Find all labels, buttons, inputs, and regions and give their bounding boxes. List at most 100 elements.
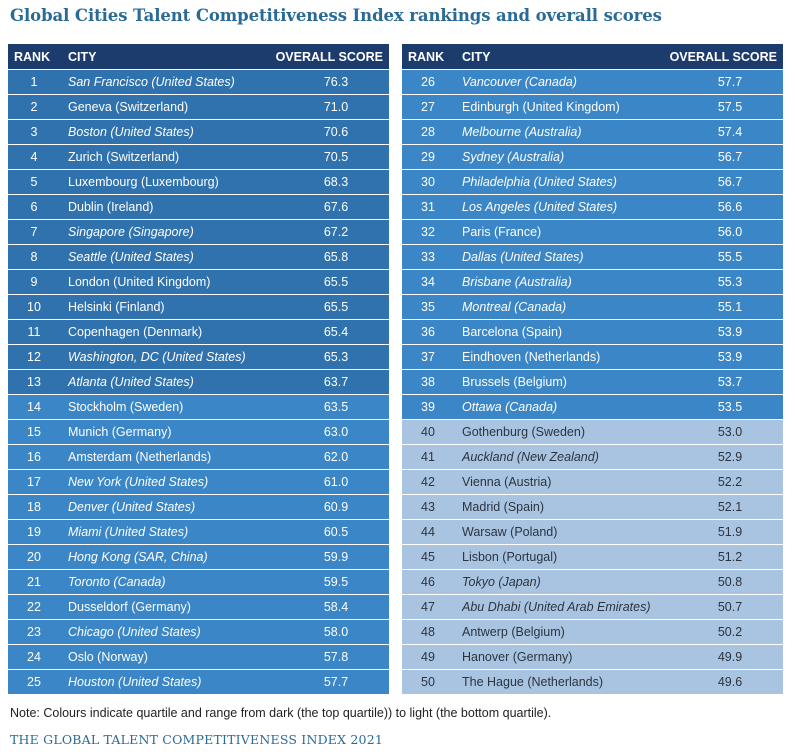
score-cell: 53.0 xyxy=(717,425,743,439)
city-cell: Vancouver (Canada) xyxy=(462,75,577,89)
rank-cell: 3 xyxy=(30,125,38,139)
rank-cell: 6 xyxy=(30,200,38,214)
table-row: 13 Atlanta (United States) 63.7 xyxy=(8,370,389,394)
city-cell: Atlanta (United States) xyxy=(68,375,194,389)
score-cell: 51.9 xyxy=(717,525,743,539)
table-row: 26 Vancouver (Canada) 57.7 xyxy=(402,70,783,94)
score-cell: 63.5 xyxy=(323,400,349,414)
rank-cell: 29 xyxy=(421,150,435,164)
score-cell: 76.3 xyxy=(323,75,349,89)
rank-cell: 41 xyxy=(421,450,435,464)
city-cell: London (United Kingdom) xyxy=(68,275,211,289)
city-cell: Lisbon (Portugal) xyxy=(462,550,558,564)
page-title: Global Cities Talent Competitiveness Ind… xyxy=(10,6,662,25)
score-cell: 68.3 xyxy=(323,175,349,189)
table-row: 43 Madrid (Spain) 52.1 xyxy=(402,495,783,519)
rank-cell: 17 xyxy=(27,475,41,489)
rankings-table-right: RANK CITY OVERALL SCORE 26 Vancouver (Can… xyxy=(402,44,783,694)
rank-cell: 32 xyxy=(421,225,435,239)
table-row: 35 Montreal (Canada) 55.1 xyxy=(402,295,783,319)
city-cell: Dusseldorf (Germany) xyxy=(68,600,191,614)
city-cell: Dublin (Ireland) xyxy=(68,200,154,214)
rank-cell: 50 xyxy=(421,675,435,689)
city-cell: Singapore (Singapore) xyxy=(68,225,194,239)
rank-cell: 33 xyxy=(421,250,435,264)
table-body: 26 Vancouver (Canada) 57.7 27 Edinburgh (Uni… xyxy=(402,70,783,694)
table-row: 33 Dallas (United States) 55.5 xyxy=(402,245,783,269)
score-cell: 56.7 xyxy=(717,150,743,164)
table-row: 22 Dusseldorf (Germany) 58.4 xyxy=(8,595,389,619)
score-cell: 57.5 xyxy=(717,100,743,114)
city-cell: Melbourne (Australia) xyxy=(462,125,582,139)
table-row: 2 Geneva (Switzerland) 71.0 xyxy=(8,95,389,119)
city-cell: Munich (Germany) xyxy=(68,425,172,439)
score-cell: 55.3 xyxy=(717,275,743,289)
score-column-header: OVERALL SCORE xyxy=(669,49,777,64)
score-cell: 57.4 xyxy=(717,125,743,139)
city-cell: Warsaw (Poland) xyxy=(462,525,558,539)
table-header: RANK CITY OVERALL SCORE xyxy=(402,44,783,69)
city-cell: Seattle (United States) xyxy=(68,250,194,264)
rank-cell: 35 xyxy=(421,300,435,314)
table-row: 21 Toronto (Canada) 59.5 xyxy=(8,570,389,594)
city-cell: Barcelona (Spain) xyxy=(462,325,563,339)
city-cell: Vienna (Austria) xyxy=(462,475,552,489)
table-row: 48 Antwerp (Belgium) 50.2 xyxy=(402,620,783,644)
score-cell: 50.8 xyxy=(717,575,743,589)
table-row: 3 Boston (United States) 70.6 xyxy=(8,120,389,144)
rank-cell: 22 xyxy=(27,600,41,614)
city-cell: Antwerp (Belgium) xyxy=(462,625,565,639)
table-row: 50 The Hague (Netherlands) 49.6 xyxy=(402,670,783,694)
table-row: 47 Abu Dhabi (United Arab Emirates) 50.7 xyxy=(402,595,783,619)
rank-cell: 21 xyxy=(27,575,41,589)
city-cell: The Hague (Netherlands) xyxy=(462,675,604,689)
rank-cell: 43 xyxy=(421,500,435,514)
city-cell: Geneva (Switzerland) xyxy=(68,100,189,114)
rank-cell: 15 xyxy=(27,425,41,439)
city-cell: Brisbane (Australia) xyxy=(462,275,572,289)
table-row: 34 Brisbane (Australia) 55.3 xyxy=(402,270,783,294)
table-row: 8 Seattle (United States) 65.8 xyxy=(8,245,389,269)
rank-cell: 12 xyxy=(27,350,41,364)
score-cell: 53.9 xyxy=(717,350,743,364)
city-cell: Eindhoven (Netherlands) xyxy=(462,350,601,364)
score-cell: 65.8 xyxy=(323,250,349,264)
table-row: 44 Warsaw (Poland) 51.9 xyxy=(402,520,783,544)
score-cell: 61.0 xyxy=(323,475,349,489)
city-cell: Chicago (United States) xyxy=(68,625,201,639)
city-cell: Montreal (Canada) xyxy=(462,300,567,314)
score-cell: 52.1 xyxy=(717,500,743,514)
rank-cell: 11 xyxy=(27,325,41,339)
city-cell: Denver (United States) xyxy=(68,500,196,514)
score-cell: 59.5 xyxy=(323,575,349,589)
table-header: RANK CITY OVERALL SCORE xyxy=(8,44,389,69)
table-row: 17 New York (United States) 61.0 xyxy=(8,470,389,494)
city-cell: Miami (United States) xyxy=(68,525,189,539)
city-cell: Boston (United States) xyxy=(68,125,194,139)
score-cell: 50.2 xyxy=(717,625,743,639)
rank-cell: 36 xyxy=(421,325,435,339)
table-row: 24 Oslo (Norway) 57.8 xyxy=(8,645,389,669)
rank-cell: 47 xyxy=(421,600,435,614)
rank-cell: 27 xyxy=(421,100,435,114)
city-cell: Abu Dhabi (United Arab Emirates) xyxy=(462,600,651,614)
score-cell: 63.0 xyxy=(323,425,349,439)
score-cell: 60.9 xyxy=(323,500,349,514)
report-footer: THE GLOBAL TALENT COMPETITIVENESS INDEX … xyxy=(10,732,384,747)
score-cell: 53.5 xyxy=(717,400,743,414)
rank-cell: 16 xyxy=(27,450,41,464)
rank-cell: 28 xyxy=(421,125,435,139)
score-cell: 56.7 xyxy=(717,175,743,189)
rank-cell: 49 xyxy=(421,650,435,664)
table-row: 16 Amsterdam (Netherlands) 62.0 xyxy=(8,445,389,469)
score-cell: 65.4 xyxy=(323,325,349,339)
score-cell: 65.5 xyxy=(323,275,349,289)
city-cell: Ottawa (Canada) xyxy=(462,400,558,414)
table-row: 28 Melbourne (Australia) 57.4 xyxy=(402,120,783,144)
score-cell: 51.2 xyxy=(717,550,743,564)
rank-cell: 24 xyxy=(27,650,41,664)
quartile-note: Note: Colours indicate quartile and rang… xyxy=(10,706,552,720)
rank-cell: 7 xyxy=(30,225,38,239)
city-cell: Hong Kong (SAR, China) xyxy=(68,550,208,564)
rank-column-header: RANK xyxy=(408,49,445,64)
